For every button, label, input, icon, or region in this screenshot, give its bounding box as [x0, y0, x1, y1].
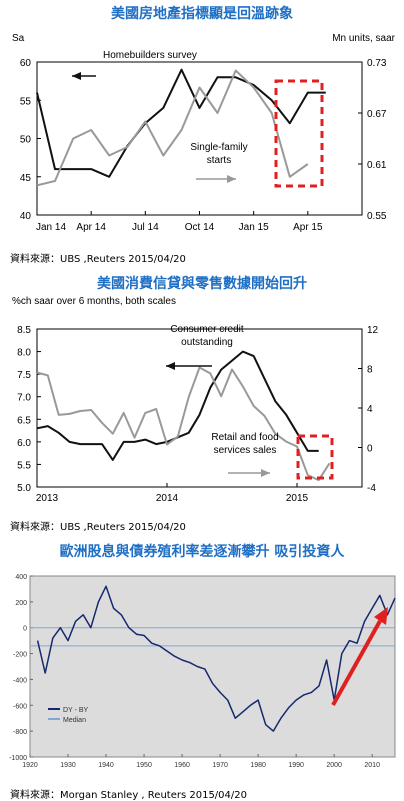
chart2: %ch saar over 6 months, both scales 5.0 5.… — [12, 296, 379, 504]
chart3-ytick-label: -200 — [13, 652, 27, 659]
chart3-ytick-label: 0 — [23, 626, 27, 633]
chart2-arrow-retail-head — [261, 469, 270, 477]
chart1-ytick-right-label: 0.55 — [367, 211, 387, 222]
chart3-xtick-label: 2010 — [364, 762, 380, 769]
chart1-series-line-1 — [36, 69, 309, 187]
chart1-ytick-left-label: 55 — [20, 96, 32, 107]
chart3-legend-label-1: Median — [63, 717, 86, 724]
chart1-annotation-starts-1: Single-family — [190, 142, 247, 153]
chart1-xtick-label: Apr 15 — [293, 222, 323, 233]
chart1-ylabel-left: Sa — [12, 33, 25, 44]
chart2-title: 美國消費信貸與零售數據開始回升 — [97, 276, 307, 292]
chart2-ytick-left-label: 8.0 — [17, 348, 31, 359]
chart2-ytick-left-label: 6.0 — [17, 438, 31, 449]
chart3-xtick-label: 1950 — [136, 762, 152, 769]
chart1-highlight-box — [274, 79, 324, 188]
chart3-ytick-label: -800 — [13, 729, 27, 736]
chart2-plot-frame — [36, 328, 363, 488]
chart2-ytick-left-label: 7.5 — [17, 370, 31, 381]
chart2-ytick-right-label: 12 — [367, 325, 379, 336]
chart2-ytick-left-label: 7.0 — [17, 393, 31, 404]
chart1-annotation-starts-2: starts — [207, 155, 231, 166]
chart3-plot-area — [29, 575, 396, 758]
chart1-ytick-left-label: 60 — [20, 58, 32, 69]
chart2-ylabel-left: %ch saar over 6 months, both scales — [12, 296, 176, 307]
chart2-ytick-left-label: 6.5 — [17, 415, 31, 426]
chart2-xtick-label: 2015 — [286, 493, 309, 504]
chart1-xtick-label: Oct 14 — [185, 222, 215, 233]
chart1-xtick-label: Apr 14 — [76, 222, 106, 233]
chart2-ytick-left-label: 5.0 — [17, 483, 31, 494]
chart1-ylabel-right: Mn units, saar — [332, 33, 395, 44]
chart1-ytick-left-label: 50 — [20, 135, 32, 146]
chart2-highlight-box — [296, 434, 334, 480]
chart1: Sa Mn units, saar 40 45 50 55 60 0.55 0.61 0.67 0.… — [12, 33, 396, 233]
chart2-ytick-left-label: 8.5 — [17, 325, 31, 336]
chart3-xtick-label: 2000 — [326, 762, 342, 769]
chart2-ytick-right-label: 4 — [367, 404, 373, 415]
chart2-ytick-left-label: 5.5 — [17, 460, 31, 471]
chart3-ytick-label: 200 — [15, 600, 27, 607]
chart2-ytick-right-label: 0 — [367, 444, 373, 455]
chart1-xtick-label: Jan 14 — [36, 222, 66, 233]
chart1-annotation-homebuilders: Homebuilders survey — [103, 50, 197, 61]
chart1-ytick-right-label: 0.73 — [367, 58, 387, 69]
chart3-xtick-label: 1920 — [22, 762, 38, 769]
chart2-source: 資料來源：UBS ,Reuters 2015/04/20 — [10, 522, 186, 533]
chart3-xtick-label: 1970 — [212, 762, 228, 769]
chart3-xtick-label: 1940 — [98, 762, 114, 769]
chart1-ytick-left-label: 40 — [20, 211, 32, 222]
chart1-series-line-0 — [36, 68, 326, 178]
chart2-series-line-1 — [36, 366, 331, 482]
chart1-xtick-label: Jul 14 — [132, 222, 159, 233]
chart1-arrow-homebuilders-head — [72, 72, 81, 80]
chart2-annotation-retail-1: Retail and food — [211, 432, 278, 443]
chart3-red-arrow — [331, 620, 382, 706]
chart3: -1000 -800 -600 -400 -200 0 200 400 1920 1930 1940… — [9, 574, 396, 769]
chart2-ytick-right-label: -4 — [367, 483, 376, 494]
chart3-ytick-label: -400 — [13, 677, 27, 684]
chart3-xtick-label: 1990 — [288, 762, 304, 769]
chart3-source: 資料來源：Morgan Stanley , Reuters 2015/04/20 — [10, 790, 247, 801]
chart3-ytick-label: -600 — [13, 703, 27, 710]
chart3-series-line-dy-by — [36, 585, 396, 732]
chart2-annotation-retail-2: services sales — [214, 445, 277, 456]
chart3-red-arrow-head — [374, 607, 388, 625]
chart1-plot-frame — [36, 61, 363, 216]
chart3-legend-label-0: DY - BY — [63, 707, 88, 714]
chart2-ytick-right-label: 8 — [367, 365, 373, 376]
chart1-ytick-right-label: 0.61 — [367, 160, 387, 171]
chart2-annotation-credit-2: outstanding — [181, 337, 233, 348]
chart2-xtick-label: 2013 — [36, 493, 59, 504]
chart1-ytick-left-label: 45 — [20, 173, 32, 184]
chart3-ytick-label: 400 — [15, 574, 27, 581]
chart2-series-line-0 — [36, 350, 319, 461]
chart1-title: 美國房地產指標顯是回溫跡象 — [111, 6, 293, 22]
chart1-source: 資料來源：UBS ,Reuters 2015/04/20 — [10, 254, 186, 265]
chart2-annotation-credit-1: Consumer credit — [170, 324, 244, 335]
chart3-xtick-label: 1930 — [60, 762, 76, 769]
chart3-xtick-label: 1960 — [174, 762, 190, 769]
chart3-title: 歐洲股息與債券殖利率差逐漸攀升 吸引投資人 — [59, 544, 345, 560]
chart2-xtick-label: 2014 — [156, 493, 179, 504]
chart3-ytick-label: -1000 — [9, 755, 27, 762]
chart1-arrow-starts-head — [227, 175, 236, 183]
chart2-arrow-credit-head — [166, 362, 175, 370]
chart3-xtick-label: 1980 — [250, 762, 266, 769]
chart1-ytick-right-label: 0.67 — [367, 109, 387, 120]
chart1-xtick-label: Jan 15 — [239, 222, 269, 233]
